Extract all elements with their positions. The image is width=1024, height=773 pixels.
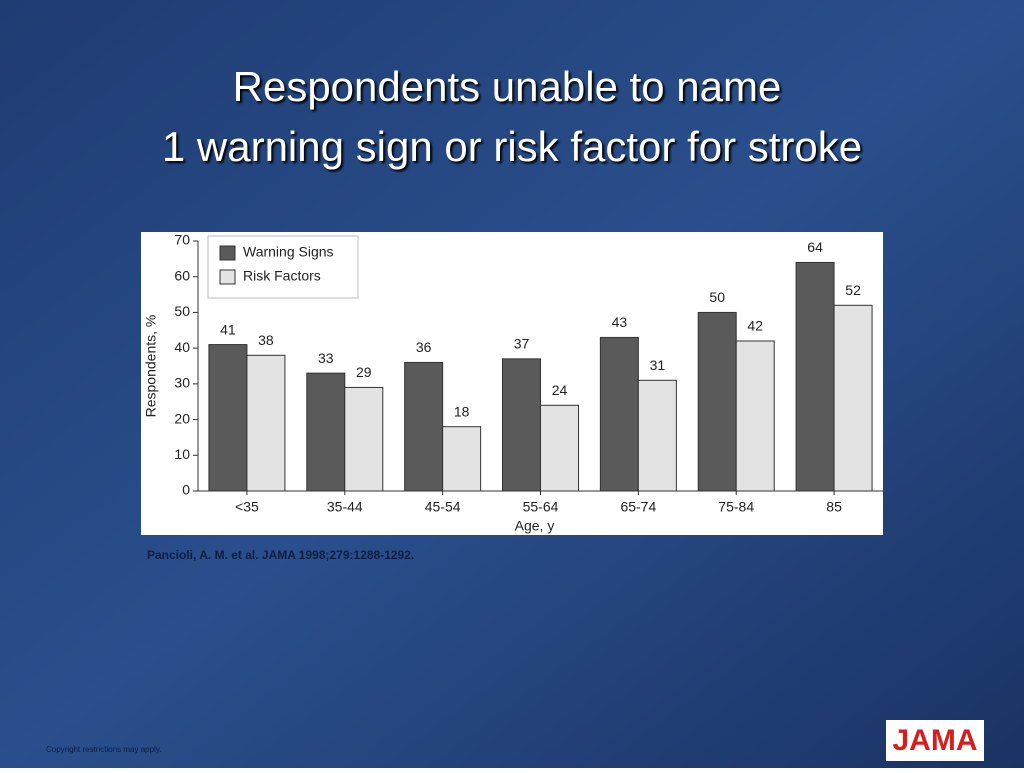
data-label: 38 bbox=[258, 332, 274, 348]
bar bbox=[735, 340, 775, 492]
x-tick-label: 75-84 bbox=[718, 499, 754, 515]
bar bbox=[442, 426, 482, 492]
y-tick-label: 20 bbox=[174, 410, 190, 426]
logo-box bbox=[886, 720, 984, 761]
data-label: 43 bbox=[612, 314, 628, 330]
y-tick-label: 40 bbox=[174, 339, 190, 355]
legend-label: Warning Signs bbox=[243, 244, 334, 260]
bar bbox=[833, 304, 873, 492]
y-tick-label: 70 bbox=[174, 232, 190, 248]
y-tick-label: 60 bbox=[174, 267, 190, 283]
y-tick-label: 30 bbox=[174, 375, 190, 391]
bar bbox=[208, 344, 248, 492]
data-label: 29 bbox=[356, 364, 372, 380]
bar bbox=[404, 361, 444, 492]
data-label: 31 bbox=[650, 357, 666, 373]
bar bbox=[502, 358, 541, 492]
x-tick-label: 35-44 bbox=[327, 499, 363, 515]
x-tick-label: <35 bbox=[235, 499, 259, 515]
data-label: 33 bbox=[318, 350, 334, 366]
data-label: 36 bbox=[416, 339, 432, 355]
legend-swatch bbox=[219, 245, 236, 261]
bar bbox=[344, 386, 384, 492]
data-label: 50 bbox=[709, 289, 725, 305]
x-tick-label: 65-74 bbox=[620, 499, 656, 515]
bar bbox=[795, 261, 835, 492]
data-label: 41 bbox=[220, 321, 236, 337]
data-label: 42 bbox=[747, 318, 763, 334]
bar bbox=[306, 372, 346, 492]
x-tick-label: 45-54 bbox=[425, 499, 461, 515]
data-label: 64 bbox=[807, 239, 823, 255]
data-label: 37 bbox=[514, 336, 530, 352]
x-axis-label: Age, y bbox=[515, 518, 555, 534]
y-axis-label: Respondents, % bbox=[143, 315, 159, 418]
logo: JAMA bbox=[892, 724, 977, 757]
y-tick-label: 50 bbox=[174, 303, 190, 319]
bar bbox=[246, 354, 286, 492]
chart: 0 10 20 30 40 50 60 70 Respondents, % Age, y <35 41… bbox=[143, 232, 883, 534]
data-label: 18 bbox=[454, 403, 470, 419]
slide-title: Respondents unable to name bbox=[233, 63, 782, 110]
legend-label: Risk Factors bbox=[243, 268, 321, 284]
bar bbox=[540, 404, 579, 492]
x-tick-label: 85 bbox=[826, 499, 842, 515]
y-tick-label: 0 bbox=[182, 482, 190, 498]
slide-title: 1 warning sign or risk factor for stroke bbox=[162, 123, 862, 170]
bar bbox=[637, 379, 677, 492]
bar bbox=[697, 311, 737, 492]
copyright: Copyright restrictions may apply. bbox=[46, 745, 161, 754]
x-tick-label: 55-64 bbox=[523, 499, 559, 515]
legend-swatch bbox=[219, 269, 236, 285]
citation: Pancioli, A. M. et al. JAMA 1998;279:128… bbox=[147, 548, 414, 562]
data-label: 52 bbox=[845, 282, 861, 298]
bar bbox=[599, 336, 639, 492]
y-tick-label: 10 bbox=[174, 446, 190, 462]
data-label: 24 bbox=[552, 382, 568, 398]
